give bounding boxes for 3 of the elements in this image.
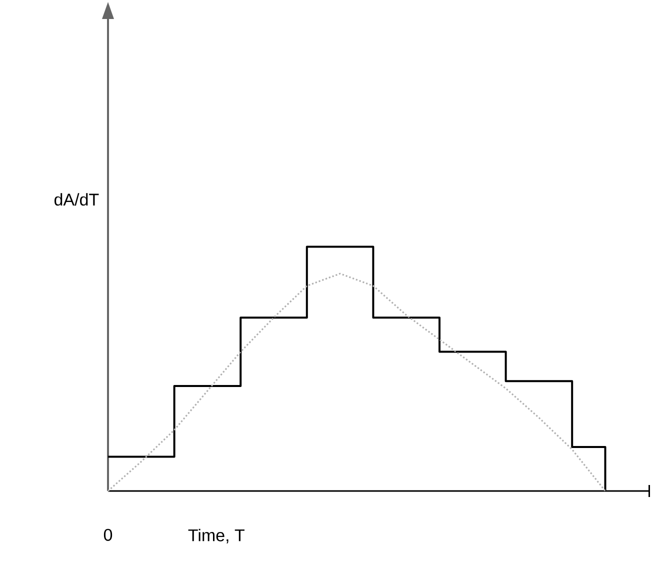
text: 0 (104, 528, 112, 541)
y-axis-title: dA/dT (54, 193, 99, 206)
x-axis-title: Time, T (188, 528, 244, 544)
